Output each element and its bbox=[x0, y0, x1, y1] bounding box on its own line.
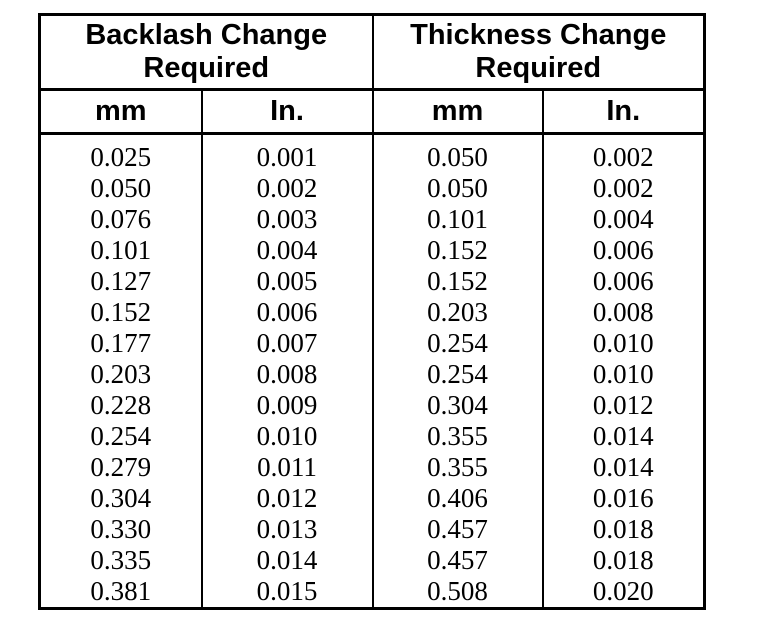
table-cell: 0.457 bbox=[371, 514, 543, 545]
table-row: 0.177 0.007 0.254 0.010 bbox=[40, 328, 705, 359]
table-cell: 0.304 bbox=[90, 483, 152, 513]
table-row: 0.330 0.013 0.457 0.018 bbox=[40, 514, 705, 545]
table-cell: 0.228 bbox=[90, 390, 152, 420]
table-cell: 0.004 bbox=[200, 235, 373, 266]
table-cell: 0.330 bbox=[90, 514, 152, 544]
table-row: 0.025 0.001 0.050 0.002 bbox=[40, 133, 705, 173]
column-header-thickness-mm: mm bbox=[371, 89, 543, 135]
group-header-thickness-label: Thickness Change Required bbox=[410, 18, 667, 84]
table-cell: 0.203 bbox=[90, 359, 152, 389]
table-cell: 0.355 bbox=[371, 421, 543, 452]
table-cell: 0.002 bbox=[541, 173, 705, 204]
table-cell: 0.010 bbox=[200, 421, 373, 452]
table-cell: 0.101 bbox=[90, 235, 152, 265]
table-cell: 0.002 bbox=[541, 133, 705, 173]
table-cell: 0.254 bbox=[371, 328, 543, 359]
table-cell: 0.020 bbox=[541, 576, 705, 609]
group-header-backlash-change: Backlash Change Required bbox=[39, 14, 373, 91]
table-cell: 0.014 bbox=[200, 545, 373, 576]
table-cell: 0.254 bbox=[90, 421, 152, 451]
table-cell: 0.004 bbox=[541, 204, 705, 235]
table-cell: 0.025 bbox=[90, 142, 152, 172]
group-header-row: Backlash Change Required Thickness Chang… bbox=[39, 14, 705, 91]
table-cell: 0.014 bbox=[541, 421, 705, 452]
table-row: 0.304 0.012 0.406 0.016 bbox=[40, 483, 705, 514]
table-cell: 0.011 bbox=[200, 452, 373, 483]
table-row: 0.279 0.011 0.355 0.014 bbox=[40, 452, 705, 483]
group-header-thickness-change: Thickness Change Required bbox=[371, 14, 705, 91]
table-cell: 0.152 bbox=[371, 235, 543, 266]
table-cell: 0.003 bbox=[200, 204, 373, 235]
table-cell: 0.018 bbox=[541, 545, 705, 576]
table-cell: 0.001 bbox=[200, 133, 373, 173]
table-cell: 0.018 bbox=[541, 514, 705, 545]
column-header-thickness-in: In. bbox=[541, 89, 705, 135]
table-cell: 0.254 bbox=[371, 359, 543, 390]
sub-header-row: mm In. mm In. bbox=[39, 89, 705, 135]
table-row: 0.050 0.002 0.050 0.002 bbox=[40, 173, 705, 204]
table-cell: 0.355 bbox=[371, 452, 543, 483]
group-header-backlash-label: Backlash Change Required bbox=[85, 18, 328, 84]
table-cell: 0.050 bbox=[371, 133, 543, 173]
table-cell: 0.076 bbox=[90, 204, 152, 234]
table-cell: 0.050 bbox=[371, 173, 543, 204]
table-cell: 0.002 bbox=[200, 173, 373, 204]
table-cell: 0.009 bbox=[200, 390, 373, 421]
table-cell: 0.015 bbox=[200, 576, 373, 609]
table-cell: 0.013 bbox=[200, 514, 373, 545]
table-cell: 0.177 bbox=[90, 328, 152, 358]
table-cell: 0.008 bbox=[200, 359, 373, 390]
table-cell: 0.335 bbox=[90, 545, 152, 575]
table-cell: 0.152 bbox=[90, 297, 152, 327]
table-cell: 0.304 bbox=[371, 390, 543, 421]
table-cell: 0.005 bbox=[200, 266, 373, 297]
table-cell: 0.014 bbox=[541, 452, 705, 483]
table-body: 0.025 0.001 0.050 0.002 0.050 0.002 0.050 0.002… bbox=[40, 133, 705, 609]
table-cell: 0.127 bbox=[90, 266, 152, 296]
table-cell: 0.007 bbox=[200, 328, 373, 359]
table-cell: 0.203 bbox=[371, 297, 543, 328]
table-cell: 0.012 bbox=[200, 483, 373, 514]
table-cell: 0.457 bbox=[371, 545, 543, 576]
table-cell: 0.406 bbox=[371, 483, 543, 514]
table-cell: 0.050 bbox=[90, 173, 152, 203]
table-cell: 0.010 bbox=[541, 359, 705, 390]
table-cell: 0.152 bbox=[371, 266, 543, 297]
column-header-backlash-in: In. bbox=[200, 89, 373, 135]
table-cell: 0.016 bbox=[541, 483, 705, 514]
table-row: 0.381 0.015 0.508 0.020 bbox=[40, 576, 705, 609]
table-row: 0.203 0.008 0.254 0.010 bbox=[40, 359, 705, 390]
table-row: 0.076 0.003 0.101 0.004 bbox=[40, 204, 705, 235]
table-cell: 0.101 bbox=[371, 204, 543, 235]
table-cell: 0.008 bbox=[541, 297, 705, 328]
table-cell: 0.279 bbox=[90, 452, 152, 482]
table-row: 0.127 0.005 0.152 0.006 bbox=[40, 266, 705, 297]
table-cell: 0.381 bbox=[90, 576, 152, 606]
table-cell: 0.006 bbox=[541, 266, 705, 297]
table-cell: 0.006 bbox=[200, 297, 373, 328]
table-row: 0.101 0.004 0.152 0.006 bbox=[40, 235, 705, 266]
table-row: 0.152 0.006 0.203 0.008 bbox=[40, 297, 705, 328]
table-row: 0.335 0.014 0.457 0.018 bbox=[40, 545, 705, 576]
table-cell: 0.012 bbox=[541, 390, 705, 421]
backlash-thickness-conversion-table: Backlash Change Required Thickness Chang… bbox=[38, 13, 706, 610]
table-cell: 0.010 bbox=[541, 328, 705, 359]
table-cell: 0.508 bbox=[371, 576, 543, 609]
table-row: 0.254 0.010 0.355 0.014 bbox=[40, 421, 705, 452]
table-cell: 0.006 bbox=[541, 235, 705, 266]
table-row: 0.228 0.009 0.304 0.012 bbox=[40, 390, 705, 421]
column-header-backlash-mm: mm bbox=[39, 89, 202, 135]
